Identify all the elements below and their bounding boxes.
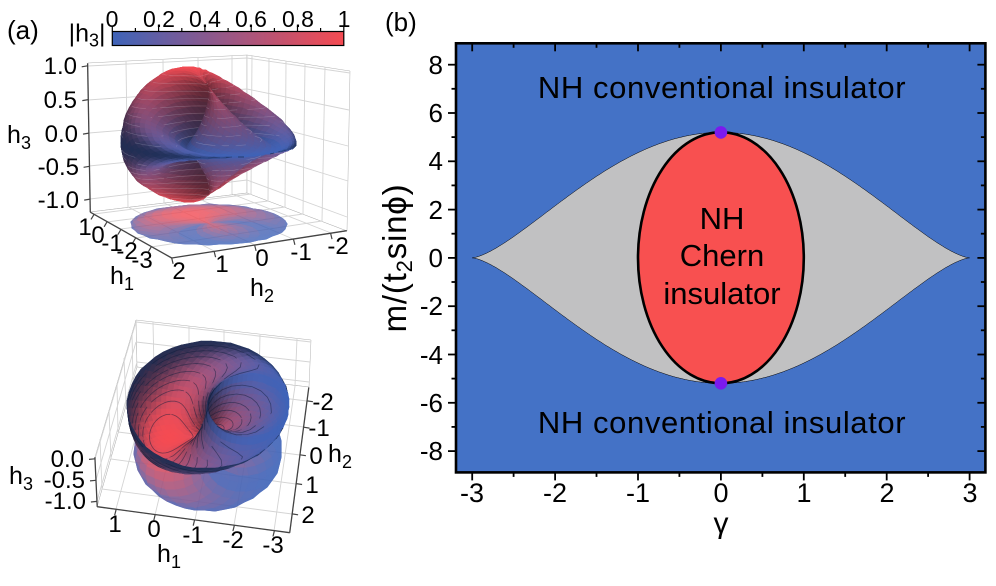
svg-text:h1: h1	[157, 540, 181, 572]
svg-text:1.0: 1.0	[44, 53, 77, 80]
svg-text:-6: -6	[420, 388, 443, 418]
svg-text:1: 1	[215, 251, 228, 278]
svg-text:3: 3	[962, 478, 977, 508]
svg-text:2: 2	[879, 478, 894, 508]
svg-text:0: 0	[91, 222, 104, 249]
svg-text:0.0: 0.0	[51, 446, 84, 473]
svg-text:NH: NH	[700, 201, 745, 236]
svg-text:-0.5: -0.5	[44, 467, 85, 494]
svg-text:6: 6	[429, 98, 443, 128]
svg-text:2: 2	[301, 502, 314, 529]
svg-text:-2: -2	[222, 527, 243, 554]
svg-text:-1.0: -1.0	[45, 488, 86, 515]
svg-text:0.0: 0.0	[45, 121, 78, 148]
svg-text:insulator: insulator	[663, 276, 780, 311]
svg-text:-8: -8	[420, 436, 443, 466]
svg-text:0: 0	[106, 6, 119, 32]
svg-text:0.4: 0.4	[189, 6, 221, 32]
svg-text:0: 0	[429, 243, 443, 273]
svg-text:h3: h3	[7, 121, 31, 153]
svg-text:0.6: 0.6	[235, 6, 267, 32]
svg-text:1: 1	[108, 511, 121, 538]
svg-text:0.5: 0.5	[44, 87, 77, 114]
svg-text:4: 4	[429, 146, 443, 176]
svg-text:0.2: 0.2	[143, 6, 175, 32]
svg-text:h2: h2	[250, 274, 274, 306]
svg-text:1: 1	[305, 472, 318, 499]
svg-text:-3: -3	[460, 478, 484, 508]
svg-text:0: 0	[713, 478, 728, 508]
svg-text:(a): (a)	[7, 15, 39, 45]
svg-text:-2: -2	[327, 233, 348, 260]
svg-text:-2: -2	[312, 389, 333, 416]
svg-text:-3: -3	[131, 247, 152, 274]
svg-text:-1: -1	[626, 478, 650, 508]
svg-text:-2: -2	[420, 291, 443, 321]
svg-text:(b): (b)	[385, 7, 417, 37]
svg-text:0.8: 0.8	[282, 6, 314, 32]
svg-text:2: 2	[429, 195, 443, 225]
svg-text:NH conventional insulator: NH conventional insulator	[538, 405, 906, 440]
svg-text:-2: -2	[543, 478, 567, 508]
svg-text:0: 0	[255, 245, 268, 272]
svg-text:-2: -2	[116, 238, 137, 265]
svg-text:-1: -1	[182, 522, 203, 549]
svg-text:1: 1	[78, 214, 91, 241]
svg-text:-0.5: -0.5	[38, 154, 79, 181]
svg-text:0: 0	[147, 516, 160, 543]
svg-text:m/(t2sinϕ): m/(t2sinϕ)	[376, 184, 417, 333]
svg-text:2: 2	[172, 258, 185, 285]
svg-text:0: 0	[309, 443, 322, 470]
svg-text:1: 1	[796, 478, 811, 508]
svg-text:-1.0: -1.0	[38, 187, 79, 214]
svg-text:-4: -4	[420, 340, 443, 370]
svg-text:Chern: Chern	[680, 238, 764, 273]
svg-text:h3: h3	[9, 462, 33, 494]
svg-text:|h3|: |h3|	[69, 20, 106, 51]
svg-text:h2: h2	[328, 440, 352, 472]
svg-text:-3: -3	[262, 532, 283, 559]
svg-text:1: 1	[338, 6, 351, 32]
svg-text:8: 8	[429, 50, 443, 80]
svg-text:-1: -1	[308, 415, 329, 442]
svg-text:-1: -1	[290, 239, 311, 266]
svg-text:NH conventional insulator: NH conventional insulator	[538, 70, 906, 105]
svg-text:-1: -1	[101, 230, 122, 257]
svg-text:γ: γ	[714, 507, 729, 540]
